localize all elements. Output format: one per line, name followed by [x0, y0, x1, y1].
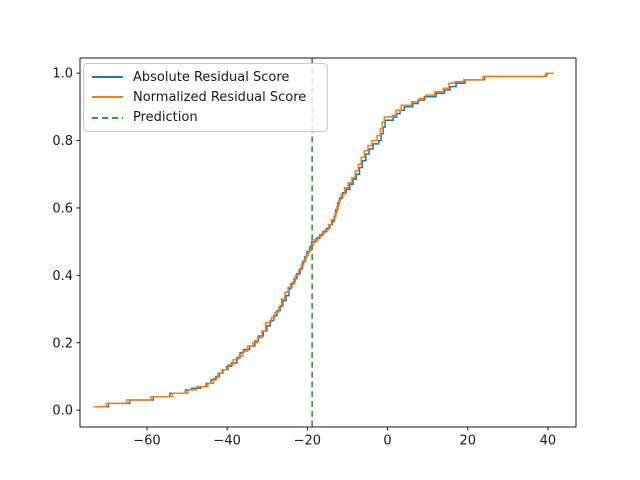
x-tick-label: −20: [294, 434, 321, 449]
y-tick-label: 0.6: [52, 201, 73, 216]
legend-label: Absolute Residual Score: [133, 69, 290, 85]
x-tick-label: 0: [383, 434, 391, 449]
legend-label: Prediction: [133, 110, 198, 126]
line-swatch-orange-icon: [92, 96, 123, 99]
ecdf-step-line: [93, 72, 554, 408]
legend: Absolute Residual Score Normalized Resid…: [83, 63, 328, 132]
line-swatch-blue-icon: [92, 76, 123, 79]
y-tick-label: 0.2: [52, 336, 73, 351]
y-tick-label: 0.8: [52, 134, 73, 149]
legend-item-absolute-residual: Absolute Residual Score: [92, 67, 319, 87]
y-tick-label: 1.0: [52, 67, 73, 82]
axes-spines: [79, 57, 577, 428]
dashed-line-swatch-green-icon: [92, 116, 123, 119]
x-tick-label: −60: [133, 434, 160, 449]
y-tick-label: 0.0: [52, 404, 73, 419]
legend-item-normalized-residual: Normalized Residual Score: [92, 87, 319, 107]
legend-label: Normalized Residual Score: [133, 89, 307, 105]
x-tick-label: 20: [459, 434, 476, 449]
legend-item-prediction: Prediction: [92, 108, 319, 128]
x-tick-label: 40: [540, 434, 557, 449]
y-tick-label: 0.4: [52, 269, 73, 284]
x-tick-label: −40: [213, 434, 240, 449]
